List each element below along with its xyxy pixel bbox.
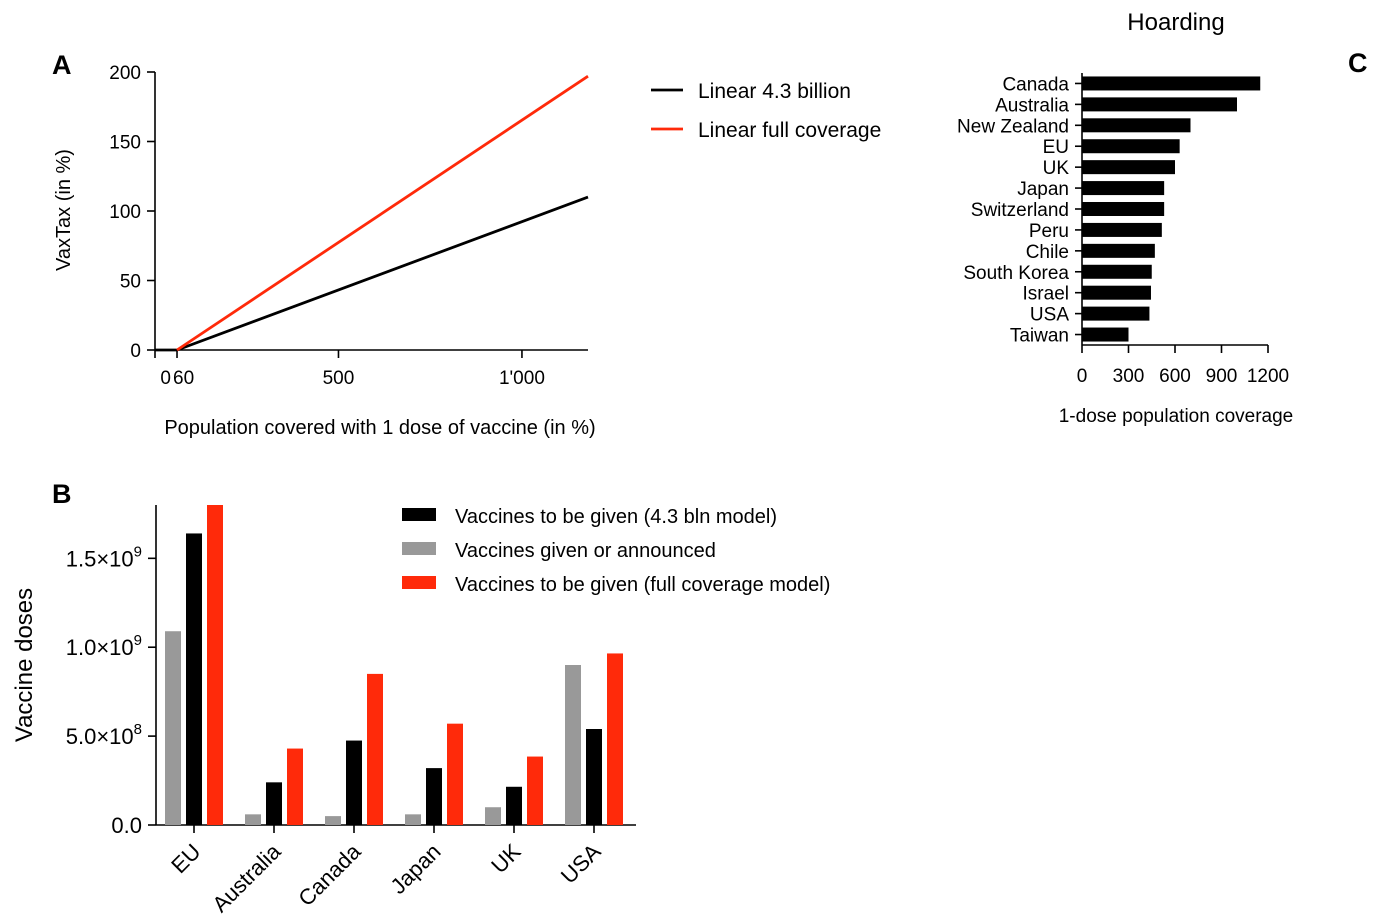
panel-a-x-tick-label: 60 [173, 368, 194, 389]
panel-a-y-tick-label: 150 [109, 133, 141, 154]
panel-c-y-tick-label: Japan [1017, 179, 1069, 200]
panel-b-legend-label: Vaccines to be given (4.3 bln model) [455, 506, 777, 528]
panel-b-bar [245, 814, 261, 825]
panel-b-legend-swatch [402, 576, 436, 589]
panel-b-bar [405, 814, 421, 825]
panel-c-y-tick-label: Israel [1023, 284, 1069, 305]
panel-c-bar [1082, 202, 1165, 216]
panel-c-y-tick-label: UK [1043, 158, 1070, 179]
panel-b-letter: B [52, 479, 72, 509]
panel-c-y-tick-label: EU [1043, 137, 1069, 158]
panel-c-y-tick-label: New Zealand [957, 116, 1069, 137]
panel-b-bar [506, 786, 522, 825]
panel-c-bar [1082, 76, 1261, 91]
panel-b-bar [186, 533, 202, 825]
panel-b-bar [207, 505, 223, 825]
panel-c-x-axis-title: 1-dose population coverage [1059, 406, 1294, 427]
panel-b-legend-swatch [402, 508, 436, 521]
panel-b-x-tick-label: Canada [293, 838, 366, 911]
panel-a-legend-label: Linear 4.3 billion [698, 80, 851, 103]
panel-a-x-tick-label: 500 [323, 368, 355, 389]
panel-b-legend-label: Vaccines given or announced [455, 540, 716, 562]
panel-c-y-tick-label: Taiwan [1010, 326, 1069, 347]
panel-a-legend: Linear 4.3 billion Linear full coverage [651, 80, 881, 142]
panel-b-bar [266, 782, 282, 825]
panel-c-bar [1082, 181, 1165, 196]
panel-b-bar [346, 740, 362, 825]
panel-c-x-tick-label: 600 [1159, 366, 1191, 387]
panel-c-x-tick-label: 0 [1077, 366, 1088, 387]
panel-a-lines [155, 75, 589, 352]
panel-c-letter: C [1348, 48, 1368, 78]
panel-c-bar [1082, 118, 1191, 133]
panel-c-bars [1082, 76, 1261, 342]
panel-c-x-tick-label: 300 [1113, 366, 1145, 387]
panel-b-x-tick-label: Japan [385, 839, 445, 899]
panel-c-bar [1082, 222, 1162, 237]
panel-c-bar [1082, 97, 1237, 112]
panel-a-x-tick-label: 0 [160, 368, 171, 389]
panel-b-bar [485, 807, 501, 825]
panel-b-legend-swatch [402, 542, 436, 555]
panel-c-y-tick-label: Chile [1026, 242, 1069, 263]
panel-c-bar [1082, 160, 1175, 175]
panel-a-letter: A [52, 50, 72, 80]
panel-b-axes: 0.0 5.0×108 1.0×109 1.5×109 EU Australia Canad… [66, 505, 636, 917]
panel-a-y-tick-label: 50 [120, 272, 141, 293]
panel-b-legend-label: Vaccines to be given (full coverage mode… [455, 574, 830, 596]
panel-a-legend-label: Linear full coverage [698, 119, 881, 142]
panel-c-bar [1082, 327, 1129, 342]
panel-c-bar [1082, 285, 1151, 300]
panel-b-bar [586, 729, 602, 825]
panel-b-x-tick-label: Australia [207, 838, 286, 917]
panel-b-x-tick-label: EU [166, 839, 205, 878]
panel-c-x-tick-label: 900 [1206, 366, 1238, 387]
panel-b-bar [607, 653, 623, 825]
panel-b-y-tick-label: 5.0×108 [66, 721, 142, 749]
panel-b-bars [165, 505, 623, 825]
panel-b-bar [565, 665, 581, 825]
panel-c-bar [1082, 306, 1150, 321]
panel-b-bar [367, 673, 383, 825]
panel-b-bar [325, 816, 341, 825]
panel-c-y-tick-label: Switzerland [971, 200, 1069, 221]
panel-c-bar [1082, 264, 1152, 279]
panel-c-x-tick-label: 1200 [1247, 366, 1289, 387]
panel-b-y-axis-title: Vaccine doses [11, 588, 38, 742]
panel-b-legend: Vaccines to be given (4.3 bln model) Vacc… [402, 506, 830, 596]
panel-c-y-tick-label: South Korea [963, 263, 1069, 284]
panel-b-y-tick-label: 1.5×109 [66, 543, 142, 571]
panel-c: C Hoarding 0 300 600 900 1200 CanadaAustralia… [957, 9, 1367, 427]
panel-b-x-tick-label: UK [486, 839, 526, 879]
panel-c-y-tick-label: USA [1030, 305, 1069, 326]
panel-b-bar [426, 768, 442, 825]
panel-c-bar [1082, 139, 1180, 154]
panel-a-x-axis-title: Population covered with 1 dose of vaccin… [164, 417, 595, 439]
panel-a-x-tick-label: 1'000 [499, 368, 545, 389]
panel-b-bar [287, 748, 303, 825]
panel-b: B 0.0 5.0×108 1.0×109 1.5×109 EU Australia Can… [11, 479, 830, 917]
panel-c-y-tick-label: Canada [1002, 74, 1069, 95]
panel-b-y-tick-label: 1.0×109 [66, 632, 142, 660]
panel-a-y-axis-title: VaxTax (in %) [53, 149, 75, 271]
panel-a-y-tick-label: 200 [109, 63, 141, 84]
panel-c-title: Hoarding [1127, 9, 1224, 36]
panel-c-y-tick-label: Australia [995, 95, 1069, 116]
panel-c-y-tick-label: Peru [1029, 221, 1069, 242]
panel-b-x-tick-label: USA [556, 839, 606, 889]
panel-a-y-tick-label: 0 [130, 341, 141, 362]
panel-b-bar [447, 723, 463, 825]
panel-b-bar [527, 756, 543, 825]
panel-a-series-line [176, 75, 589, 352]
panel-b-bar [165, 631, 181, 825]
panel-c-bar [1082, 243, 1155, 258]
panel-a-y-tick-label: 100 [109, 202, 141, 223]
panel-b-y-tick-label: 0.0 [111, 813, 142, 838]
